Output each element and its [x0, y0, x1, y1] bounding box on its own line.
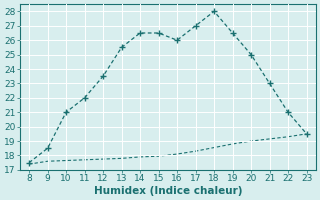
X-axis label: Humidex (Indice chaleur): Humidex (Indice chaleur)	[93, 186, 242, 196]
